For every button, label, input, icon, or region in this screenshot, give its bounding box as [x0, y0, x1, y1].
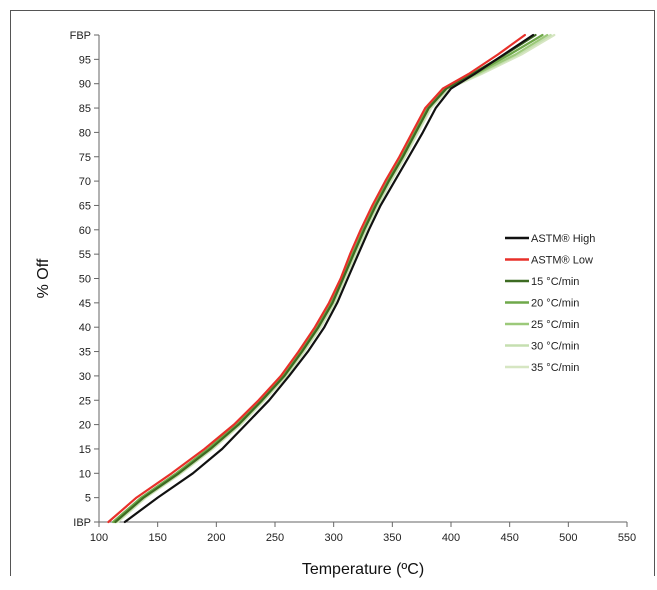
legend-label: ASTM® High	[531, 233, 595, 245]
series-line-5	[115, 33, 552, 524]
y-tick-label: 65	[79, 200, 91, 212]
y-tick-label: 15	[79, 444, 91, 456]
legend-label: ASTM® Low	[531, 255, 593, 267]
x-axis-title: Temperature (ºC)	[302, 561, 424, 578]
legend: ASTM® High ASTM® Low 15 °C/min 20 °C/min 25 …	[505, 233, 595, 374]
series-line-3	[112, 33, 544, 524]
y-tick-label: 90	[79, 79, 91, 91]
legend-label: 30 °C/min	[531, 341, 579, 353]
series-line-4	[113, 33, 549, 524]
y-tick-label: 40	[79, 322, 91, 334]
y-tick-label: 50	[79, 274, 91, 286]
x-tick-label: 100	[90, 532, 108, 544]
y-tick-label: 60	[79, 225, 91, 237]
series-line-6	[116, 33, 556, 524]
x-tick-label: 400	[442, 532, 460, 544]
y-tick-group: IBP 5 10 15 20 25 30 35 40 45 50 55 60 65 70 75 80 85 90 95…	[70, 30, 99, 529]
y-tick-label: 35	[79, 347, 91, 359]
y-tick-label: 70	[79, 176, 91, 188]
y-tick-label: 85	[79, 103, 91, 115]
x-tick-label: 300	[324, 532, 342, 544]
series-line-2	[114, 33, 537, 524]
y-axis-title: % Off	[35, 258, 52, 298]
y-tick-label: 75	[79, 152, 91, 164]
legend-label: 35 °C/min	[531, 362, 579, 374]
y-tick-label: 30	[79, 371, 91, 383]
x-tick-label: 150	[148, 532, 166, 544]
y-tick-label: 95	[79, 54, 91, 66]
chart-frame	[10, 10, 655, 576]
y-tick-label: 5	[85, 493, 91, 505]
y-tick-label: 25	[79, 395, 91, 407]
y-tick-label: 20	[79, 420, 91, 432]
x-tick-label: 350	[383, 532, 401, 544]
x-tick-label: 200	[207, 532, 225, 544]
x-tick-label: 250	[266, 532, 284, 544]
legend-label: 25 °C/min	[531, 319, 579, 331]
y-tick-label: 80	[79, 127, 91, 139]
y-tick-label: 45	[79, 298, 91, 310]
y-tick-label: 10	[79, 468, 91, 480]
legend-label: 20 °C/min	[531, 298, 579, 310]
x-tick-label: 500	[559, 532, 577, 544]
y-tick-label: IBP	[73, 517, 91, 529]
x-tick-label: 450	[500, 532, 518, 544]
y-tick-label: FBP	[70, 30, 91, 42]
series-line-0	[123, 33, 535, 524]
legend-label: 15 °C/min	[531, 276, 579, 288]
series-line-1	[107, 33, 526, 524]
y-tick-label: 55	[79, 249, 91, 261]
series-lines	[107, 33, 556, 524]
x-tick-label: 550	[618, 532, 636, 544]
x-tick-group: 100 150 200 250 300 350 400 450 500 550	[90, 522, 636, 544]
